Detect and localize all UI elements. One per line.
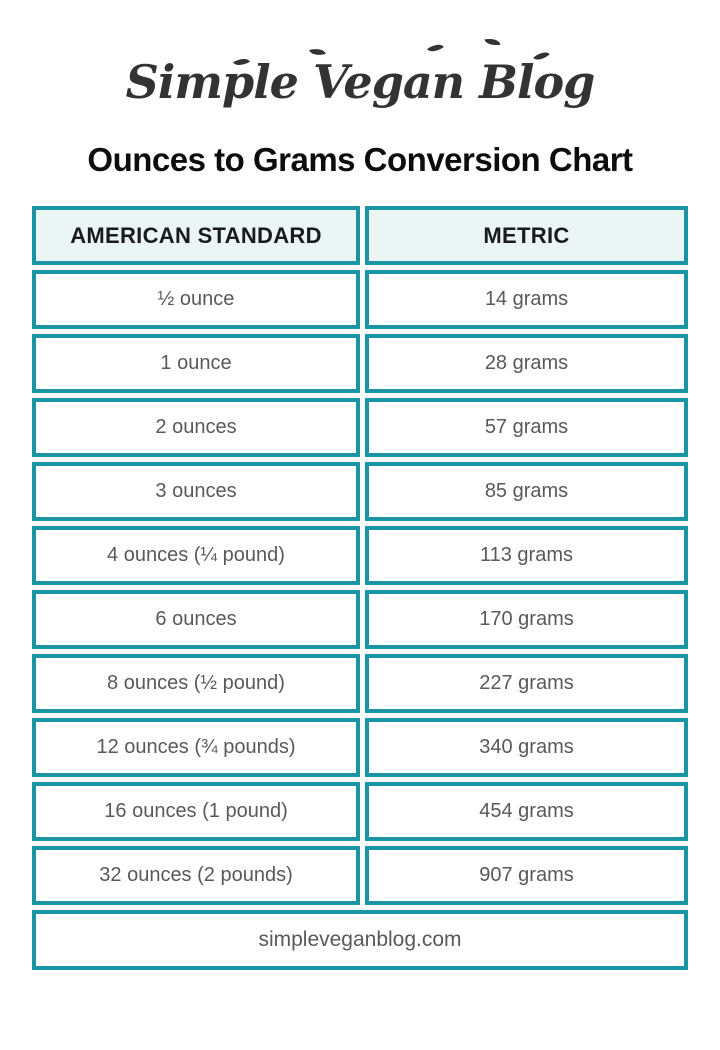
table-row: 2 ounces 57 grams: [32, 398, 688, 457]
cell-american-standard: 2 ounces: [32, 398, 360, 457]
logo: Simple Vegan Blog: [0, 32, 720, 118]
column-header-metric: METRIC: [365, 206, 688, 265]
table-row: 6 ounces 170 grams: [32, 590, 688, 649]
table-row: 32 ounces (2 pounds) 907 grams: [32, 846, 688, 905]
cell-metric: 28 grams: [365, 334, 688, 393]
table-header-row: AMERICAN STANDARD METRIC: [32, 206, 688, 265]
cell-metric: 57 grams: [365, 398, 688, 457]
table-row: 16 ounces (1 pound) 454 grams: [32, 782, 688, 841]
cell-metric: 85 grams: [365, 462, 688, 521]
cell-metric: 454 grams: [365, 782, 688, 841]
cell-american-standard: 3 ounces: [32, 462, 360, 521]
page-title: Ounces to Grams Conversion Chart: [87, 141, 633, 178]
cell-metric: 14 grams: [365, 270, 688, 329]
cell-metric: 340 grams: [365, 718, 688, 777]
cell-american-standard: ½ ounce: [32, 270, 360, 329]
logo-text: Simple Vegan Blog: [125, 55, 596, 109]
table-row: ½ ounce 14 grams: [32, 270, 688, 329]
website-url: simpleveganblog.com: [32, 910, 688, 970]
table-row: 1 ounce 28 grams: [32, 334, 688, 393]
cell-american-standard: 6 ounces: [32, 590, 360, 649]
cell-american-standard: 16 ounces (1 pound): [32, 782, 360, 841]
cell-american-standard: 1 ounce: [32, 334, 360, 393]
table-row: 3 ounces 85 grams: [32, 462, 688, 521]
leaf-icon: [484, 36, 501, 48]
column-header-american-standard: AMERICAN STANDARD: [32, 206, 360, 265]
table-row: 8 ounces (½ pound) 227 grams: [32, 654, 688, 713]
cell-metric: 227 grams: [365, 654, 688, 713]
table-row: 12 ounces (¾ pounds) 340 grams: [32, 718, 688, 777]
cell-american-standard: 4 ounces (¼ pound): [32, 526, 360, 585]
cell-american-standard: 12 ounces (¾ pounds): [32, 718, 360, 777]
cell-metric: 113 grams: [365, 526, 688, 585]
cell-american-standard: 32 ounces (2 pounds): [32, 846, 360, 905]
cell-american-standard: 8 ounces (½ pound): [32, 654, 360, 713]
cell-metric: 907 grams: [365, 846, 688, 905]
conversion-chart-page: Simple Vegan Blog Ounces to Grams Conver…: [0, 32, 720, 1050]
conversion-table: AMERICAN STANDARD METRIC ½ ounce 14 gram…: [32, 206, 688, 970]
table-row: 4 ounces (¼ pound) 113 grams: [32, 526, 688, 585]
table-footer-row: simpleveganblog.com: [32, 910, 688, 970]
cell-metric: 170 grams: [365, 590, 688, 649]
